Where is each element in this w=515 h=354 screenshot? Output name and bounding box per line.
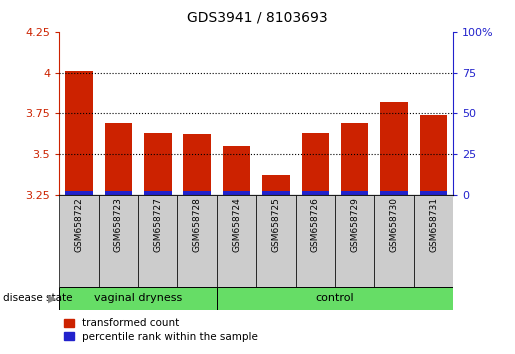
FancyBboxPatch shape <box>59 195 99 287</box>
Bar <box>301 191 329 195</box>
Text: GSM658730: GSM658730 <box>390 198 399 252</box>
Bar <box>222 191 250 195</box>
Text: GSM658731: GSM658731 <box>429 198 438 252</box>
Bar <box>380 191 408 195</box>
FancyBboxPatch shape <box>138 195 177 287</box>
Bar <box>341 191 369 195</box>
FancyBboxPatch shape <box>217 195 256 287</box>
FancyBboxPatch shape <box>414 195 453 287</box>
Text: ▶: ▶ <box>48 293 57 303</box>
FancyBboxPatch shape <box>59 287 217 310</box>
Text: disease state: disease state <box>3 293 72 303</box>
FancyBboxPatch shape <box>99 195 138 287</box>
FancyBboxPatch shape <box>335 195 374 287</box>
Text: GDS3941 / 8103693: GDS3941 / 8103693 <box>187 11 328 25</box>
FancyBboxPatch shape <box>256 195 296 287</box>
FancyBboxPatch shape <box>177 195 217 287</box>
Bar <box>105 123 132 195</box>
Bar <box>341 123 369 195</box>
Text: GSM658728: GSM658728 <box>193 198 201 252</box>
Text: GSM658726: GSM658726 <box>311 198 320 252</box>
Bar <box>420 115 448 195</box>
Text: GSM658723: GSM658723 <box>114 198 123 252</box>
Bar <box>144 191 171 195</box>
Bar <box>65 191 93 195</box>
Bar <box>301 133 329 195</box>
Bar <box>420 191 448 195</box>
Bar <box>222 146 250 195</box>
Bar <box>262 175 290 195</box>
Text: GSM658727: GSM658727 <box>153 198 162 252</box>
Text: GSM658725: GSM658725 <box>271 198 280 252</box>
Bar <box>144 133 171 195</box>
Bar <box>183 135 211 195</box>
FancyBboxPatch shape <box>296 195 335 287</box>
Text: GSM658729: GSM658729 <box>350 198 359 252</box>
Text: vaginal dryness: vaginal dryness <box>94 293 182 303</box>
Bar <box>183 191 211 195</box>
Text: GSM658724: GSM658724 <box>232 198 241 252</box>
Bar <box>65 71 93 195</box>
Text: control: control <box>316 293 354 303</box>
Text: GSM658722: GSM658722 <box>75 198 83 252</box>
Bar <box>262 191 290 195</box>
Bar <box>105 191 132 195</box>
FancyBboxPatch shape <box>217 287 453 310</box>
FancyBboxPatch shape <box>374 195 414 287</box>
Legend: transformed count, percentile rank within the sample: transformed count, percentile rank withi… <box>64 319 258 342</box>
Bar <box>380 102 408 195</box>
